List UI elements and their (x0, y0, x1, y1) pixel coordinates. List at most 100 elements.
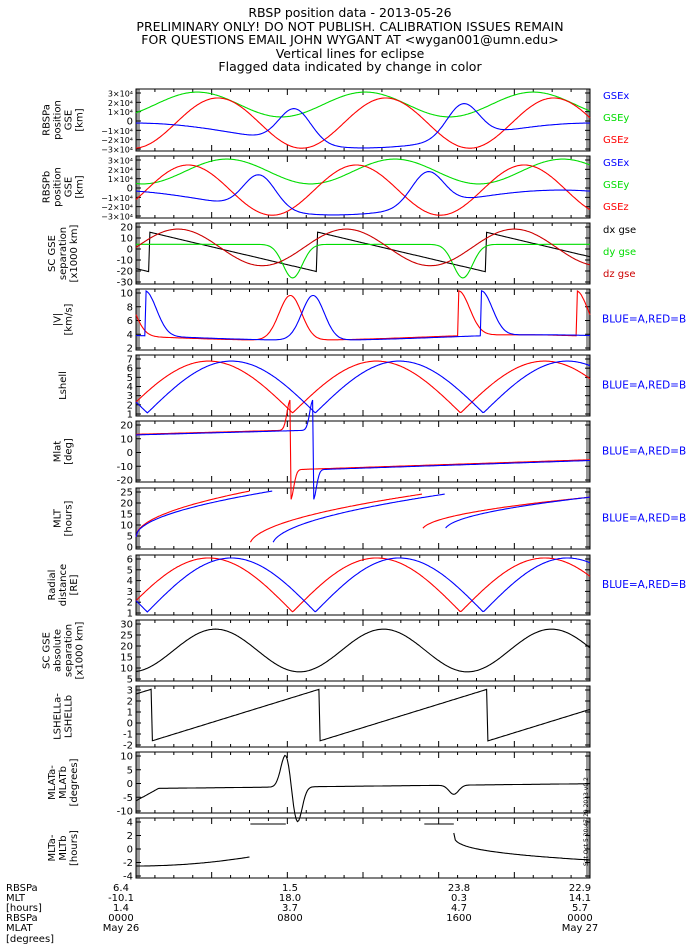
series-line-dz (135, 228, 591, 267)
series-line-radial-b (135, 557, 591, 613)
series-line-mlat-b (136, 399, 591, 500)
y-tick-label: 1 (127, 609, 133, 620)
y-axis-title: absolute (53, 629, 64, 672)
y-tick-label: 3 (127, 686, 133, 697)
y-tick-label: −2×10⁴ (101, 203, 133, 212)
panel-frame (135, 554, 591, 616)
y-axis-title: Mlat (53, 441, 64, 463)
series-line-mlt-diff (136, 823, 591, 867)
panel-frame (135, 685, 591, 748)
series-line-gseZ (135, 97, 591, 149)
y-tick-label: 4 (127, 576, 133, 587)
y-tick-label: 0 (127, 184, 133, 195)
y-tick-label: 6 (127, 364, 133, 375)
y-tick-label: 10 (120, 289, 133, 300)
chart-title: RBSP position data - 2013-05-26 (248, 5, 452, 20)
warning-line: PRELIMINARY ONLY! DO NOT PUBLISH. CALIBR… (136, 18, 564, 34)
y-tick-label: -20 (117, 476, 133, 487)
y-axis-title: SC GSE (47, 235, 58, 272)
y-tick-label: 10 (120, 521, 133, 532)
y-axis-title: [hours] (64, 500, 75, 536)
panel-frame (135, 817, 591, 879)
y-axis-title: SC GSE (42, 632, 53, 669)
y-axis-title: separation (58, 227, 69, 280)
y-tick-label: 3×10⁴ (108, 90, 133, 99)
y-tick-label: 0 (127, 779, 133, 790)
y-axis-title: [degrees] (69, 758, 80, 806)
y-tick-label: 6 (127, 555, 133, 566)
y-tick-label: 5 (127, 765, 133, 776)
y-axis-title: [deg] (64, 438, 75, 465)
y-tick-label: 2 (127, 697, 133, 708)
y-tick-label: −1×10⁴ (101, 194, 133, 203)
y-axis-title: MLT (53, 508, 64, 528)
y-axis-title: |V| (53, 313, 64, 327)
legend-entry: GSEy (603, 180, 629, 191)
y-tick-label: 1×10⁴ (108, 175, 133, 184)
y-axis-title: MLATb (58, 766, 69, 799)
legend-entry: BLUE=A,RED=B (602, 579, 686, 591)
y-tick-label: 0 (127, 719, 133, 730)
y-tick-label: 15 (120, 653, 133, 664)
y-tick-label: 10 (120, 234, 133, 245)
y-axis-title: GSE (64, 110, 75, 130)
y-axis-title: position (53, 100, 64, 140)
series-line-v-a (135, 289, 590, 341)
y-tick-label: 2 (127, 831, 133, 842)
y-tick-label: 4 (127, 330, 133, 341)
series-line-gseY (135, 91, 591, 118)
y-tick-label: 1 (127, 708, 133, 719)
y-axis-title: separation (64, 624, 75, 677)
y-axis-title: [RE] (69, 574, 80, 595)
y-tick-label: -10 (117, 462, 133, 473)
y-tick-label: 5 (127, 373, 133, 384)
y-axis-title: [km/s] (64, 303, 75, 335)
y-tick-label: 20 (120, 421, 133, 432)
y-tick-label: −2×10⁴ (101, 136, 133, 145)
y-tick-label: 0 (127, 543, 133, 554)
series-line-gseZ (135, 164, 591, 216)
y-axis-title: LSHELLb (64, 695, 75, 738)
series-line-lshell-b (135, 360, 591, 414)
y-axis-title: RBSPb (42, 171, 53, 203)
y-tick-label: -2 (123, 741, 133, 752)
y-tick-label: 2 (127, 344, 133, 355)
y-axis-title: Radial (47, 570, 58, 601)
y-tick-label: 7 (127, 355, 133, 366)
series-line-mlt-a (135, 490, 591, 543)
legend-entry: BLUE=A,RED=B (602, 314, 686, 326)
flag-note: Flagged data indicated by change in colo… (218, 59, 482, 74)
legend-entry: BLUE=A,RED=B (602, 513, 686, 525)
y-tick-label: 20 (120, 642, 133, 653)
series-line-lshell-diff (135, 688, 591, 742)
legend-entry: GSEx (603, 158, 629, 169)
y-tick-label: 2 (127, 400, 133, 411)
panel-frame (135, 288, 591, 351)
y-axis-title: RBSPa (42, 104, 53, 136)
series-line-gseY (135, 158, 591, 185)
y-tick-label: 10 (120, 434, 133, 445)
y-axis-title: [x1000 km] (75, 621, 86, 679)
legend-entry: BLUE=A,RED=B (602, 380, 686, 392)
y-axis-title: LSHELLa- (53, 693, 64, 740)
series-line-gseX (136, 103, 590, 149)
y-tick-label: 6 (127, 316, 133, 327)
y-tick-label: -10 (117, 256, 133, 267)
y-tick-label: -5 (123, 793, 133, 804)
series-line-abs-separation (135, 628, 591, 673)
y-tick-label: 0 (127, 117, 133, 128)
series-line-dx (135, 231, 591, 273)
legend-entry: dz gse (603, 269, 636, 280)
y-axis-title: MLTa- (47, 834, 58, 861)
eclipse-note: Vertical lines for eclipse (275, 45, 425, 61)
y-tick-label: 30 (120, 620, 133, 631)
y-tick-label: -1 (123, 730, 133, 741)
panel-frame (135, 88, 591, 152)
y-axis-title: [x1000 km] (69, 224, 80, 282)
legend-entry: GSEz (603, 202, 629, 213)
y-tick-label: 3 (127, 587, 133, 598)
series-line-gseX (135, 171, 591, 216)
y-tick-label: 5 (127, 565, 133, 576)
y-tick-label: 8 (127, 302, 133, 313)
